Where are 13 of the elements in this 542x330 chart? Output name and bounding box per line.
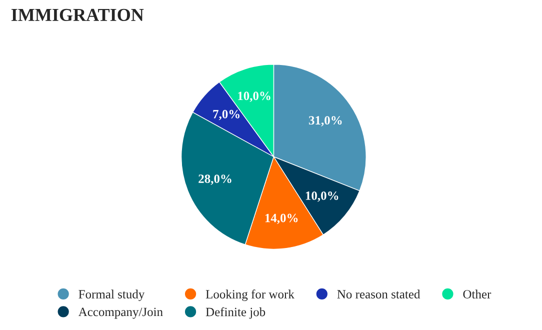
- legend-label: Looking for work: [206, 290, 294, 302]
- legend-label: Other: [463, 290, 492, 298]
- data-label: 7,0%: [213, 110, 240, 120]
- chart-title: IMMIGRATION: [11, 8, 144, 22]
- data-label: 10,0%: [306, 191, 338, 202]
- data-label: 14,0%: [265, 214, 298, 224]
- data-label: 31,0%: [308, 116, 342, 126]
- data-label: 28,0%: [198, 174, 232, 185]
- data-label: 10,0%: [238, 92, 270, 102]
- legend-label: No reason stated: [337, 290, 420, 298]
- legend-label: Accompany/Join: [78, 308, 163, 319]
- legend-label: Formal study: [78, 290, 145, 302]
- legend-label: Definite job: [206, 307, 266, 319]
